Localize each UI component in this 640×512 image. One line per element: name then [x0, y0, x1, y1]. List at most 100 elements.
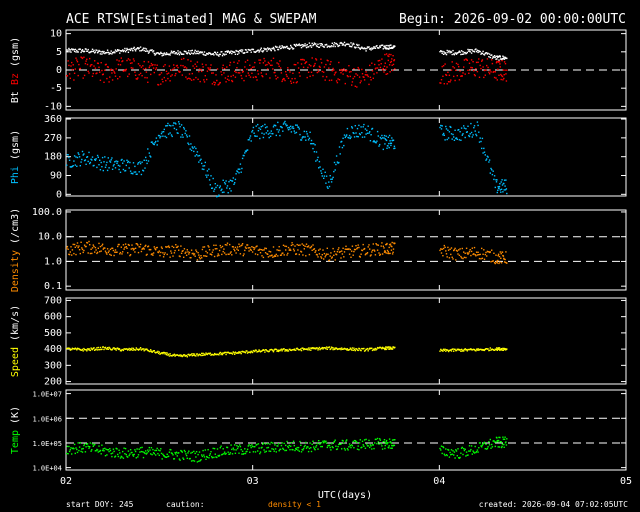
data-point: [143, 248, 145, 250]
data-point: [380, 63, 382, 65]
data-point: [124, 243, 127, 245]
data-point: [499, 436, 501, 439]
data-point: [153, 246, 155, 248]
data-point: [444, 52, 446, 55]
data-point: [502, 79, 504, 81]
data-point: [346, 75, 349, 77]
data-point: [378, 145, 380, 147]
data-point: [454, 52, 456, 54]
data-point: [292, 440, 295, 442]
y-axis-label-part: Phi: [10, 166, 21, 184]
data-point: [445, 250, 447, 252]
data-point: [81, 150, 84, 153]
data-point: [94, 158, 96, 161]
data-point: [220, 445, 222, 447]
data-point: [133, 46, 135, 49]
data-point: [452, 450, 454, 452]
data-point: [329, 175, 331, 177]
data-point: [302, 447, 305, 450]
data-point: [150, 447, 153, 449]
data-point: [234, 452, 237, 454]
data-point: [322, 168, 324, 170]
data-point: [341, 70, 344, 72]
data-point: [449, 451, 451, 454]
data-point: [305, 130, 308, 133]
data-point: [146, 50, 148, 52]
data-point: [132, 47, 135, 50]
data-point: [321, 346, 323, 349]
data-point: [484, 52, 486, 55]
data-point: [393, 147, 395, 150]
data-point: [346, 348, 349, 350]
data-point: [468, 135, 471, 138]
data-point: [483, 69, 486, 72]
data-point: [70, 246, 72, 248]
data-point: [257, 73, 260, 75]
data-point: [369, 444, 372, 446]
data-point: [391, 439, 394, 441]
data-point: [100, 250, 102, 252]
data-point: [229, 61, 232, 64]
data-point: [306, 133, 308, 135]
data-point: [138, 47, 140, 49]
data-point: [307, 347, 310, 349]
y-axis-label: Bt Bz (gsm): [10, 37, 21, 103]
data-point: [201, 162, 203, 165]
data-point: [139, 46, 142, 48]
data-point: [282, 123, 285, 125]
data-point: [385, 44, 387, 47]
data-point: [170, 69, 173, 71]
data-point: [98, 66, 100, 68]
data-point: [143, 350, 145, 352]
data-point: [365, 438, 367, 441]
data-point: [480, 445, 482, 447]
data-point: [472, 450, 474, 452]
data-point: [325, 63, 327, 66]
data-point: [490, 71, 492, 73]
data-point: [288, 69, 290, 71]
data-point: [323, 66, 326, 68]
data-point: [466, 59, 468, 61]
data-point: [244, 66, 246, 68]
data-point: [129, 348, 132, 350]
data-point: [194, 255, 196, 257]
data-point: [150, 350, 153, 352]
data-point: [346, 127, 349, 130]
data-point: [173, 458, 176, 460]
data-point: [206, 170, 209, 172]
data-point: [300, 139, 303, 141]
data-point: [192, 459, 194, 462]
data-point: [481, 257, 484, 259]
data-point: [393, 46, 395, 48]
data-point: [446, 454, 448, 457]
data-point: [155, 137, 158, 139]
data-point: [251, 129, 254, 132]
data-point: [353, 136, 356, 138]
data-point: [373, 46, 375, 48]
data-point: [155, 454, 157, 456]
data-point: [190, 353, 193, 355]
data-point: [311, 443, 313, 445]
data-point: [173, 252, 176, 254]
data-point: [172, 52, 174, 54]
data-point: [240, 74, 242, 77]
data-point: [139, 348, 141, 350]
data-point: [168, 355, 171, 357]
data-point: [81, 247, 83, 249]
data-point: [239, 68, 242, 71]
data-point: [450, 350, 453, 352]
data-point: [485, 69, 487, 71]
data-point: [313, 151, 316, 153]
data-point: [308, 137, 311, 139]
data-point: [185, 251, 187, 253]
data-point: [300, 44, 302, 46]
data-point: [455, 69, 457, 71]
data-point: [226, 446, 229, 449]
data-point: [259, 252, 262, 254]
data-point: [492, 260, 494, 262]
data-point: [203, 246, 206, 248]
data-point: [493, 252, 495, 254]
data-point: [109, 449, 112, 452]
data-point: [163, 52, 165, 54]
data-point: [66, 245, 69, 248]
